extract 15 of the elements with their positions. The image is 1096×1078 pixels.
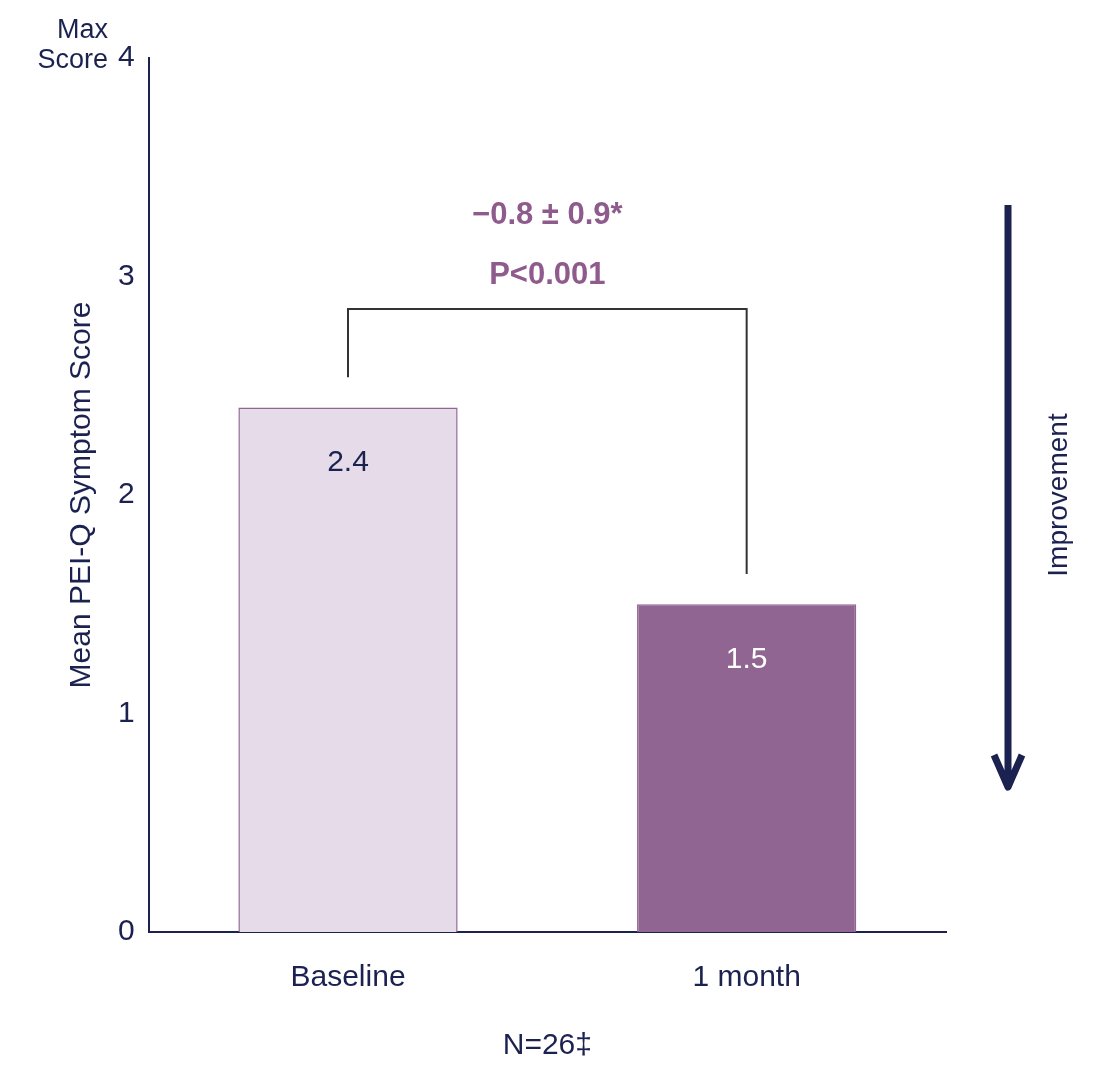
data-label: 1.5 xyxy=(725,640,768,674)
y-tick-label: 1 xyxy=(118,694,135,728)
annotation: P<0.001 xyxy=(489,256,606,292)
text: Improvement xyxy=(1042,413,1074,577)
y-axis-title: Mean PEI-Q Symptom Score xyxy=(63,301,97,689)
y-tick-label: 4 xyxy=(118,39,135,73)
x-tick-label: 1 month xyxy=(692,959,801,993)
x-axis-title: N=26‡ xyxy=(502,1027,592,1061)
y-tick-label: 3 xyxy=(118,257,135,291)
annotation: −0.8 ± 0.9* xyxy=(472,196,624,232)
x-tick-label: Baseline xyxy=(290,959,406,993)
data-label: 2.4 xyxy=(327,443,369,477)
y-tick-label: 2 xyxy=(118,476,135,510)
y-tick-label: 0 xyxy=(118,913,135,947)
text: Max Score xyxy=(36,14,108,74)
